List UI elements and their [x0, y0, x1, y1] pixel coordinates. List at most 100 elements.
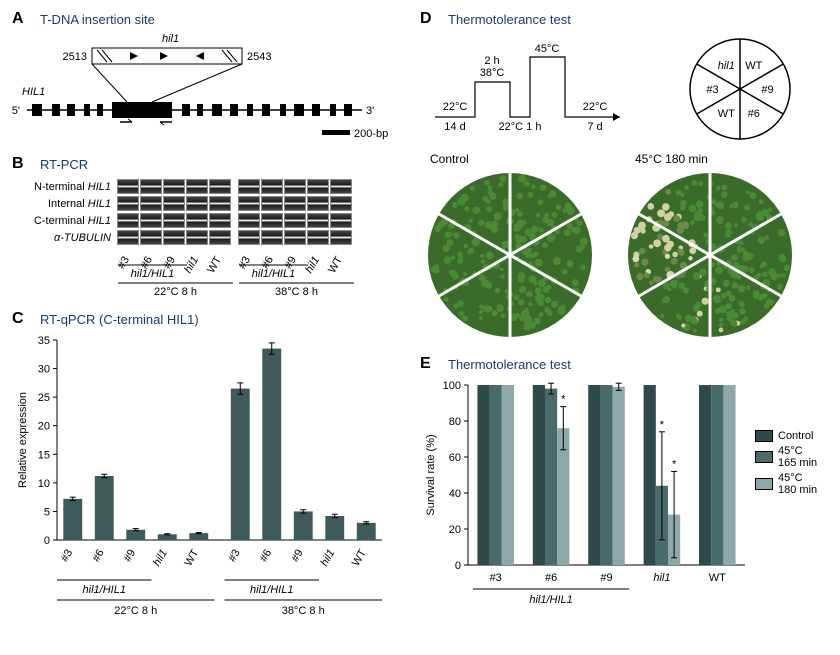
bar — [545, 389, 557, 565]
bar — [95, 476, 114, 540]
gel-band — [307, 230, 329, 245]
bar — [600, 385, 612, 565]
gel-band — [140, 213, 162, 228]
bar — [63, 499, 82, 540]
svg-text:5: 5 — [44, 506, 50, 518]
svg-text:#6: #6 — [90, 548, 107, 565]
svg-text:hil1/HIL1: hil1/HIL1 — [252, 268, 295, 280]
gel-row-label: α-TUBULIN — [12, 232, 117, 244]
bar — [723, 385, 735, 565]
gel-band — [261, 179, 283, 194]
svg-text:WT: WT — [745, 60, 762, 72]
panel-e-title: Thermotolerance test — [448, 357, 571, 372]
survival-chart: 020406080100Survival rate (%)#3*#6#9**hi… — [420, 375, 750, 645]
svg-text:2 h: 2 h — [484, 55, 499, 67]
bar — [262, 349, 281, 540]
gel-band — [186, 196, 208, 211]
svg-text:80: 80 — [449, 416, 461, 428]
svg-text:#9: #9 — [289, 548, 306, 565]
svg-text:*: * — [660, 419, 665, 431]
svg-text:60: 60 — [449, 452, 461, 464]
svg-text:0: 0 — [455, 560, 461, 572]
gel-band — [117, 213, 139, 228]
three-prime: 3' — [366, 105, 374, 117]
bar — [231, 389, 250, 540]
panel-a: A T-DNA insertion site hil1 2513 2543 HI… — [12, 10, 392, 150]
gel-band — [117, 230, 139, 245]
svg-text:hil1/HIL1: hil1/HIL1 — [131, 268, 174, 280]
gel-band — [140, 179, 162, 194]
gel-band — [238, 213, 260, 228]
gel-band — [284, 196, 306, 211]
plant-dishes — [425, 170, 825, 350]
panel-a-diagram: hil1 2513 2543 HIL1 5' 3' — [12, 30, 392, 160]
bar — [502, 385, 514, 565]
gel-row: α-TUBULIN — [12, 230, 392, 245]
legend-item: Control — [755, 430, 817, 442]
gel-row-label: Internal HIL1 — [12, 198, 117, 210]
control-label: Control — [430, 152, 469, 166]
panel-e: E Thermotolerance test 020406080100Survi… — [420, 355, 830, 645]
panel-e-label: E — [420, 355, 431, 373]
legend-label: Control — [778, 430, 813, 442]
gel-band — [209, 230, 231, 245]
svg-text:Relative expression: Relative expression — [17, 392, 29, 488]
pos-right: 2543 — [247, 51, 271, 63]
heat-label: 45°C 180 min — [635, 152, 708, 166]
legend-item: 45°C165 min — [755, 445, 817, 469]
legend-swatch — [755, 478, 773, 490]
svg-text:0: 0 — [44, 535, 50, 547]
gel-band — [140, 230, 162, 245]
legend-swatch — [755, 451, 773, 463]
gel-band — [140, 196, 162, 211]
svg-text:30: 30 — [38, 364, 50, 376]
gel-band — [261, 196, 283, 211]
bar — [325, 516, 344, 540]
gel-band — [209, 196, 231, 211]
gel-band — [330, 213, 352, 228]
gel-band — [209, 213, 231, 228]
svg-text:#3: #3 — [226, 548, 243, 565]
panel-a-title: T-DNA insertion site — [40, 12, 155, 27]
bar — [711, 385, 723, 565]
bar — [588, 385, 600, 565]
bar — [490, 385, 502, 565]
panel-c-label: C — [12, 310, 24, 328]
gel-image: N-terminal HIL1Internal HIL1C-terminal H… — [12, 179, 392, 302]
gel-band — [261, 213, 283, 228]
legend-swatch — [755, 430, 773, 442]
five-prime: 5' — [12, 105, 20, 117]
bar — [477, 385, 489, 565]
svg-text:WT: WT — [709, 572, 726, 584]
control-dish — [425, 170, 595, 350]
gel-band — [330, 196, 352, 211]
gel-row-label: N-terminal HIL1 — [12, 181, 117, 193]
svg-text:38°C: 38°C — [480, 67, 505, 79]
gel-row: N-terminal HIL1 — [12, 179, 392, 194]
gel-band — [186, 230, 208, 245]
gel-band — [307, 213, 329, 228]
svg-text:WT: WT — [205, 254, 224, 275]
svg-text:35: 35 — [38, 335, 50, 347]
panel-b-title: RT-PCR — [40, 157, 88, 172]
svg-text:hil1/HIL1: hil1/HIL1 — [529, 594, 572, 606]
svg-text:15: 15 — [38, 449, 50, 461]
gel-band — [330, 230, 352, 245]
svg-text:WT: WT — [182, 547, 201, 568]
svg-text:#3: #3 — [237, 255, 254, 272]
pos-left: 2513 — [63, 51, 87, 63]
svg-text:hil1/HIL1: hil1/HIL1 — [83, 584, 126, 596]
heat-dish — [625, 170, 795, 350]
gene-name: HIL1 — [22, 86, 45, 98]
panel-a-label: A — [12, 10, 24, 28]
gel-row: Internal HIL1 — [12, 196, 392, 211]
svg-text:25: 25 — [38, 392, 50, 404]
svg-text:#3: #3 — [59, 548, 76, 565]
bar — [644, 385, 656, 565]
legend-item: 45°C180 min — [755, 472, 817, 496]
svg-text:22°C: 22°C — [443, 101, 468, 113]
svg-text:#3: #3 — [490, 572, 502, 584]
svg-text:hil1: hil1 — [318, 548, 337, 569]
svg-text:#6: #6 — [748, 108, 760, 120]
svg-text:10: 10 — [38, 478, 50, 490]
